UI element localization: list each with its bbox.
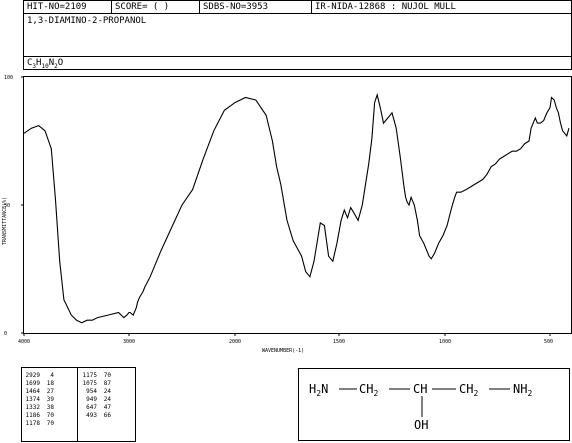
plot-frame	[23, 76, 572, 334]
structure-box: H2N CH2 CH CH2 NH2 OH	[298, 368, 570, 441]
y-tick-label: 50	[4, 203, 10, 209]
ch2-group-1: CH2	[359, 382, 378, 398]
peak-wavenumber: 647	[86, 404, 97, 411]
h2n-group: H2N	[309, 382, 328, 398]
y-tick-label: 100	[4, 75, 13, 81]
peak-row: 1699 18	[24, 380, 54, 388]
oh-group: OH	[414, 418, 428, 432]
x-tick-label: 500	[544, 339, 553, 345]
x-tick-label: 4000	[18, 339, 30, 345]
peak-row: 1374 39	[24, 396, 54, 404]
peak-wavenumber: 493	[86, 412, 97, 419]
peak-row: 1186 70	[24, 412, 54, 420]
x-tick-label: 3000	[123, 339, 135, 345]
peak-table: 2929 4 1699 18 1464 27 1374 39 1332 38 1186 70 1178 7…	[21, 367, 136, 442]
peak-transmittance: 39	[46, 396, 54, 403]
peak-column-1: 2929 4 1699 18 1464 27 1374 39 1332 38 1186 70 1178 7…	[24, 372, 54, 428]
peak-row: 647 47	[81, 404, 111, 412]
peak-transmittance: 27	[46, 388, 54, 395]
peak-transmittance: 70	[103, 372, 111, 379]
header-bar: HIT-NO=2109 SCORE= ( ) SDBS-NO=3953 IR-N…	[23, 0, 572, 14]
nh2-group: NH2	[513, 382, 532, 398]
peak-table-divider	[77, 368, 78, 441]
peak-row: 1075 87	[81, 380, 111, 388]
peak-row: 1464 27	[24, 388, 54, 396]
peak-transmittance: 4	[50, 372, 54, 379]
score: SCORE= ( )	[112, 1, 200, 14]
x-tick-label: 1500	[333, 339, 345, 345]
peak-transmittance: 18	[46, 380, 54, 387]
ch2-group-2: CH2	[459, 382, 478, 398]
compound-name-box: 1,3-DIAMINO-2-PROPANOL	[23, 13, 572, 57]
peak-wavenumber: 1178	[25, 420, 40, 427]
peak-wavenumber: 1075	[82, 380, 97, 387]
peak-transmittance: 70	[46, 420, 54, 427]
peak-wavenumber: 1374	[25, 396, 40, 403]
peak-wavenumber: 949	[86, 396, 97, 403]
structure-diagram: H2N CH2 CH CH2 NH2 OH	[309, 382, 532, 432]
ir-spectrum-chart: 0 50 100 4000 3000 2000 1500 1000 500 TRANSMITT…	[2, 75, 572, 354]
peak-wavenumber: 1464	[25, 388, 40, 395]
x-tick-label: 2000	[229, 339, 241, 345]
y-tick-label: 0	[4, 331, 7, 337]
x-tick-label: 1000	[439, 339, 451, 345]
peak-row: 1175 70	[81, 372, 111, 380]
sdbs-number: SDBS-NO=3953	[200, 1, 312, 14]
peak-transmittance: 47	[103, 404, 111, 411]
x-axis-label: WAVENUMBER(-1)	[262, 348, 304, 354]
peak-row: 1178 70	[24, 420, 54, 428]
peak-transmittance: 38	[46, 404, 54, 411]
peak-row: 954 24	[81, 388, 111, 396]
peak-row: 493 66	[81, 412, 111, 420]
peak-row: 2929 4	[24, 372, 54, 380]
peak-transmittance: 24	[103, 396, 111, 403]
peak-column-2: 1175 70 1075 87 954 24 949 24 647 47 493 66	[81, 372, 111, 420]
peak-wavenumber: 1175	[82, 372, 97, 379]
peak-row: 949 24	[81, 396, 111, 404]
y-axis-label: TRANSMITTANCE(%)	[2, 197, 8, 245]
compound-name: 1,3-DIAMINO-2-PROPANOL	[27, 16, 147, 26]
peak-transmittance: 70	[46, 412, 54, 419]
peak-wavenumber: 1332	[25, 404, 40, 411]
ir-source: IR-NIDA-12868 : NUJOL MULL	[315, 2, 456, 12]
peak-transmittance: 24	[103, 388, 111, 395]
peak-transmittance: 66	[103, 412, 111, 419]
spectrum-line	[23, 92, 570, 324]
formula-box: C3H10N2O	[23, 56, 572, 70]
x-axis: 4000 3000 2000 1500 1000 500	[18, 333, 553, 345]
molecular-formula: C3H10N2O	[27, 58, 64, 70]
peak-wavenumber: 2929	[25, 372, 40, 379]
peak-transmittance: 87	[103, 380, 111, 387]
hit-number: HIT-NO=2109	[24, 1, 112, 14]
peak-wavenumber: 954	[86, 388, 97, 395]
peak-wavenumber: 1699	[25, 380, 40, 387]
ch-group: CH	[413, 382, 427, 396]
peak-wavenumber: 1186	[25, 412, 40, 419]
peak-row: 1332 38	[24, 404, 54, 412]
